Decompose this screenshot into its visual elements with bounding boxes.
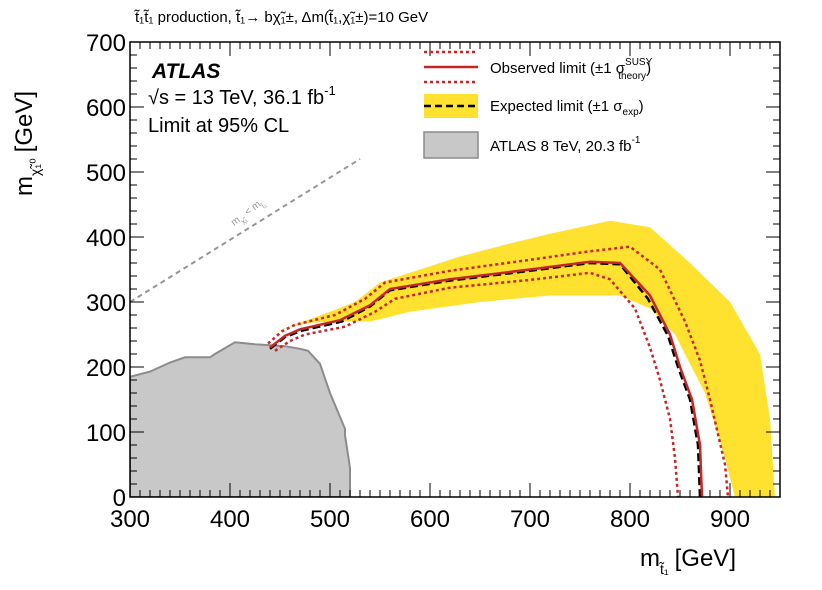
observed-limit-line xyxy=(269,260,704,497)
x-tick-label: 900 xyxy=(710,506,750,533)
x-tick-label: 400 xyxy=(210,506,250,533)
y-tick-label: 200 xyxy=(86,355,126,382)
y-tick-label: 700 xyxy=(86,30,126,57)
legend-observed-label: Observed limit (±1 σSUSY theory) xyxy=(490,57,653,82)
header-process-text: t̃₁t̃₁ production, t̃₁→ bχ̃₁±, Δm(t̃₁,χ̃… xyxy=(133,9,428,26)
legend-entry-previous: ATLAS 8 TeV, 20.3 fb-1 xyxy=(423,131,641,159)
y-tick-label: 600 xyxy=(86,95,126,122)
axis-ticks xyxy=(129,41,781,498)
plot-area xyxy=(130,158,775,497)
x-tick-label: 500 xyxy=(310,506,350,533)
x-tick-label: 700 xyxy=(510,506,550,533)
diagonal-label: mχ̃₁ < mt̃₁ xyxy=(229,196,269,231)
energy-label: √s = 13 TeV, 36.1 fb-1 xyxy=(148,83,336,109)
kinematic-diagonal-line xyxy=(130,158,361,303)
legend-expected-label: Expected limit (±1 σexp) xyxy=(490,98,644,118)
y-tick-label: 400 xyxy=(86,225,126,252)
y-axis-title: mχ̃₁⁰[GeV] xyxy=(11,91,43,196)
x-axis-title: mt̃₁ [GeV] xyxy=(640,545,736,577)
cl-label: Limit at 95% CL xyxy=(148,115,289,137)
y-tick-label: 500 xyxy=(86,160,126,187)
x-tick-label: 300 xyxy=(110,506,150,533)
legend-entry-expected: Expected limit (±1 σexp) xyxy=(424,94,644,118)
y-tick-label: 300 xyxy=(86,290,126,317)
legend-entry-observed: Observed limit (±1 σSUSY theory) xyxy=(424,50,653,84)
y-tick-label: 100 xyxy=(86,420,126,447)
plot-frame xyxy=(129,41,781,498)
atlas-label: ATLAS xyxy=(151,60,220,83)
legend-previous-swatch xyxy=(423,131,479,159)
legend: Observed limit (±1 σSUSY theory) Expected… xyxy=(423,50,653,159)
y-tick-label: 0 xyxy=(113,485,126,512)
expected-limit-line xyxy=(269,261,702,497)
observed-limit-down-line xyxy=(274,271,680,497)
x-tick-label: 600 xyxy=(410,506,450,533)
previous-exclusion-region xyxy=(130,341,351,497)
legend-previous-label: ATLAS 8 TeV, 20.3 fb-1 xyxy=(490,135,641,155)
axis-tick-labels: 300 400 500 600 700 800 900 0 100 200 300 400 500 600… xyxy=(86,30,750,533)
x-tick-label: 800 xyxy=(610,506,650,533)
